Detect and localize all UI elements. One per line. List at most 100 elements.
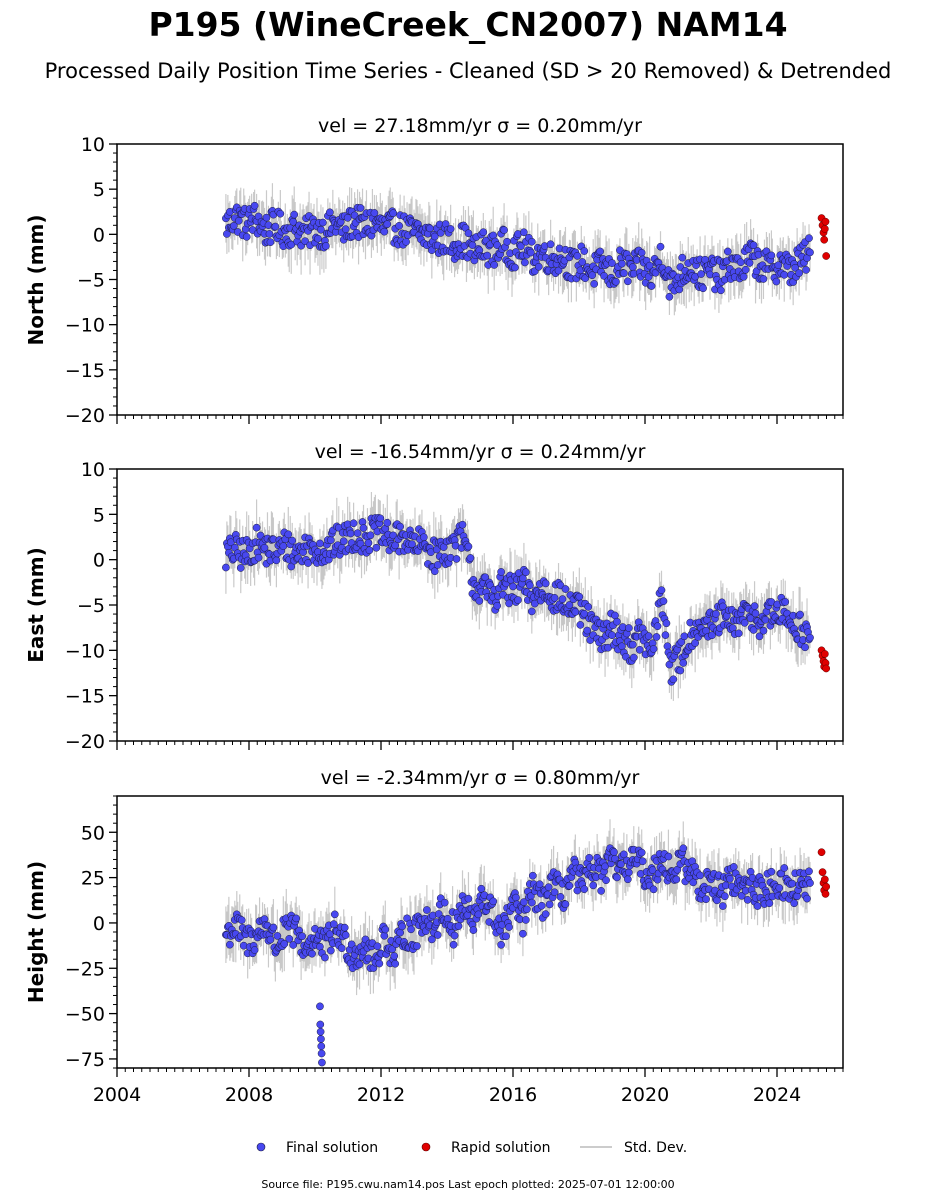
final-solution-point [433, 561, 442, 569]
final-solution-point [635, 645, 644, 654]
final-solution-point [620, 269, 628, 278]
final-solution-point [383, 518, 392, 527]
y-tick-label: 10 [81, 459, 105, 481]
final-solution-point [656, 242, 665, 251]
y-tick-label: −15 [65, 686, 105, 708]
final-solution-point [265, 230, 274, 238]
final-solution-point [608, 259, 616, 267]
final-solution-point [450, 931, 459, 940]
final-solution-point [537, 901, 546, 910]
final-solution-point [339, 537, 348, 546]
final-solution-point [396, 522, 404, 531]
final-solution-point [556, 893, 565, 901]
final-solution-point [546, 240, 555, 249]
final-solution-point [580, 885, 589, 894]
final-solution-point [662, 619, 671, 628]
final-solution-point [679, 659, 688, 667]
x-tick-label: 2012 [357, 1084, 405, 1106]
final-solution-point [326, 946, 335, 955]
final-solution-point [649, 645, 658, 653]
final-solution-point [349, 519, 358, 528]
legend-rapid-marker [421, 1142, 431, 1152]
final-solution-point [301, 237, 309, 246]
final-solution-point [585, 853, 594, 862]
final-solution-point [761, 615, 770, 624]
final-solution-point [755, 632, 764, 641]
final-solution-point [796, 610, 804, 619]
north-y-axis-label: North (mm) [24, 214, 48, 345]
x-tick-label: 2016 [489, 1084, 537, 1106]
final-solution-point [474, 910, 483, 919]
y-tick-label: −10 [65, 640, 105, 662]
final-solution-point [775, 884, 784, 892]
final-solution-point [647, 282, 656, 290]
y-tick-label: −25 [65, 958, 105, 980]
final-solution-point [355, 960, 364, 969]
final-solution-point [528, 871, 537, 880]
final-solution-point [590, 280, 599, 288]
final-solution-point [554, 266, 563, 275]
rapid-solution-point [821, 225, 829, 233]
final-solution-point [364, 539, 373, 547]
final-solution-point [280, 939, 289, 948]
final-solution-point [620, 850, 628, 859]
final-solution-point [657, 586, 666, 595]
final-solution-point [689, 878, 698, 887]
final-solution-point [618, 259, 626, 268]
final-solution-point [596, 247, 604, 256]
east-panel-title: vel = -16.54mm/yr σ = 0.24mm/yr [315, 441, 646, 463]
y-tick-label: 50 [81, 822, 105, 844]
final-solution-point [721, 892, 729, 901]
final-solution-point [271, 222, 280, 231]
rapid-solution-point [822, 252, 831, 260]
final-solution-point [289, 941, 298, 949]
final-solution-outlier [316, 1002, 324, 1011]
data-points [222, 201, 831, 301]
final-solution-point [252, 523, 261, 532]
east-panel: vel = -16.54mm/yr σ = 0.24mm/yr East (mm… [24, 441, 844, 753]
final-solution-point [341, 931, 350, 939]
final-solution-point [573, 252, 582, 260]
final-solution-point [751, 609, 760, 618]
final-solution-point [346, 529, 355, 538]
y-tick-label: −5 [77, 595, 105, 617]
final-solution-point [398, 922, 406, 931]
final-solution-point [561, 585, 570, 593]
x-tick-label: 2008 [225, 1084, 273, 1106]
final-solution-point [661, 631, 670, 639]
final-solution-point [576, 621, 585, 629]
legend-rapid-label: Rapid solution [451, 1140, 551, 1156]
final-solution-point [341, 225, 350, 234]
final-solution-point [337, 944, 346, 953]
y-tick-label: 0 [93, 550, 105, 572]
final-solution-point [802, 266, 810, 274]
final-solution-point [602, 876, 610, 885]
final-solution-point [803, 894, 811, 903]
final-solution-point [512, 893, 520, 902]
y-tick-label: −20 [65, 405, 105, 427]
final-solution-point [753, 902, 762, 910]
final-solution-point [391, 959, 400, 968]
final-solution-point [254, 553, 263, 562]
final-solution-point [767, 867, 776, 876]
final-solution-point [669, 675, 678, 684]
final-solution-point [446, 225, 455, 233]
final-solution-point [652, 633, 661, 641]
rapid-solution-point [821, 650, 829, 658]
final-solution-point [637, 248, 646, 257]
final-solution-point [741, 265, 750, 274]
final-solution-outlier [316, 1027, 325, 1036]
final-solution-point [561, 900, 570, 909]
final-solution-point [737, 891, 746, 900]
final-solution-point [425, 224, 434, 233]
final-solution-point [664, 852, 673, 861]
height-panel: vel = -2.34mm/yr σ = 0.80mm/yr Height (m… [24, 767, 844, 1106]
final-solution-point [648, 866, 657, 874]
x-tick-label: 2004 [93, 1084, 141, 1106]
final-solution-point [791, 263, 800, 272]
final-solution-point [767, 251, 776, 260]
final-solution-outlier [317, 1035, 325, 1043]
y-tick-label: 10 [81, 134, 105, 156]
final-solution-point [806, 633, 814, 642]
